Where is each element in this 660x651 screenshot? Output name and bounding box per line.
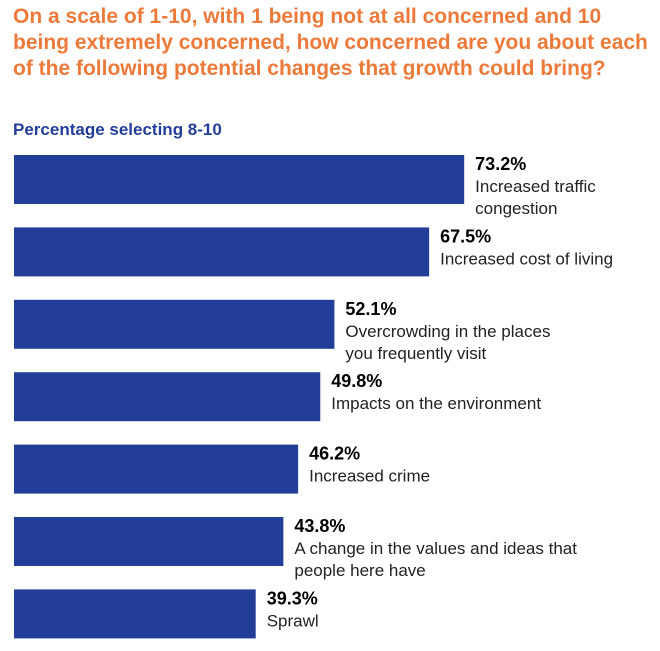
category-label-2-0: Overcrowding in the places: [345, 322, 550, 341]
category-label-6-0: Sprawl: [267, 611, 319, 630]
category-label-5-1: people here have: [294, 561, 425, 580]
category-label-4-0: Increased crime: [309, 467, 430, 486]
category-label-1-0: Increased cost of living: [440, 249, 613, 268]
bar-1: [14, 227, 430, 277]
value-label-6: 39.3%: [267, 588, 318, 608]
category-label-5-0: A change in the values and ideas that: [294, 539, 577, 558]
bar-2: [14, 299, 335, 349]
category-label-3-0: Impacts on the environment: [331, 394, 541, 413]
value-label-2: 52.1%: [345, 299, 396, 319]
value-label-4: 46.2%: [309, 444, 360, 464]
value-label-1: 67.5%: [440, 226, 491, 246]
chart-title: On a scale of 1-10, with 1 being not at …: [13, 5, 648, 80]
chart-subtitle: Percentage selecting 8-10: [13, 120, 222, 139]
value-label-0: 73.2%: [475, 154, 526, 174]
category-label-2-1: you frequently visit: [345, 344, 486, 363]
value-label-3: 49.8%: [331, 371, 382, 391]
value-label-5: 43.8%: [294, 516, 345, 536]
bar-0: [14, 155, 465, 204]
category-label-0-0: Increased traffic: [475, 177, 596, 196]
bar-3: [14, 372, 321, 422]
bar-5: [14, 517, 284, 566]
category-label-0-1: congestion: [475, 199, 557, 218]
bar-6: [14, 589, 256, 639]
bar-4: [14, 444, 299, 494]
